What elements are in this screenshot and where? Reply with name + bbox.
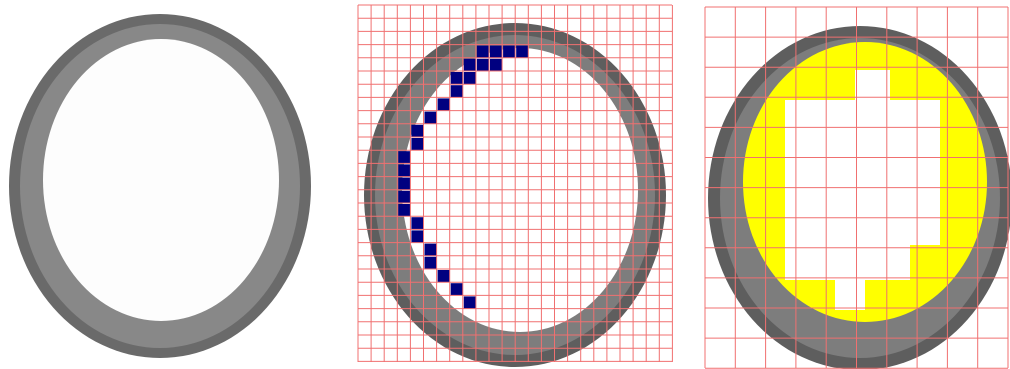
marked-cell [477,46,489,58]
marked-cell [398,164,410,176]
marked-cell [411,217,423,229]
marked-cell [490,46,502,58]
marked-cell [411,138,423,150]
marked-cell [490,59,502,71]
marked-cell [425,257,437,269]
page: (() => { const svg = document.getElement… [0,0,1010,369]
marked-cell [451,85,463,97]
marked-cell [503,46,515,58]
marked-cell [464,296,476,308]
panel-ring [9,14,311,358]
marked-cell [398,178,410,190]
marked-cell [451,72,463,84]
marked-cell [411,230,423,242]
marked-cell [425,244,437,256]
marked-cell [398,191,410,203]
marked-cell [425,112,437,124]
marked-cell [451,283,463,295]
figure [0,0,1010,369]
marked-cell [398,204,410,216]
marked-cell [438,270,450,282]
marked-cell [516,46,528,58]
marked-cell [464,59,476,71]
marked-cell [477,59,489,71]
marked-cell [411,125,423,137]
ring-inner [43,39,279,321]
marked-cell [464,72,476,84]
marked-cell [438,98,450,110]
marked-cell [398,151,410,163]
